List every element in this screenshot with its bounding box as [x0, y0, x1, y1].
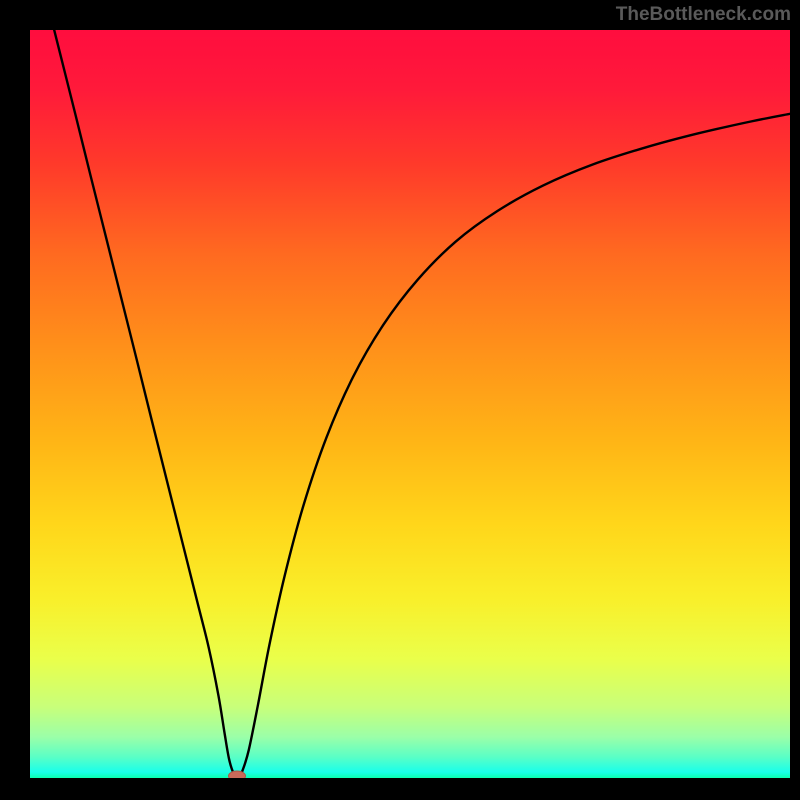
dip-marker — [228, 770, 246, 778]
chart-container: { "meta": { "width_px": 800, "height_px"… — [0, 0, 800, 800]
curve-svg — [30, 30, 790, 778]
watermark-text: TheBottleneck.com — [616, 4, 791, 26]
bottleneck-curve — [30, 30, 790, 778]
plot-area — [30, 30, 790, 778]
